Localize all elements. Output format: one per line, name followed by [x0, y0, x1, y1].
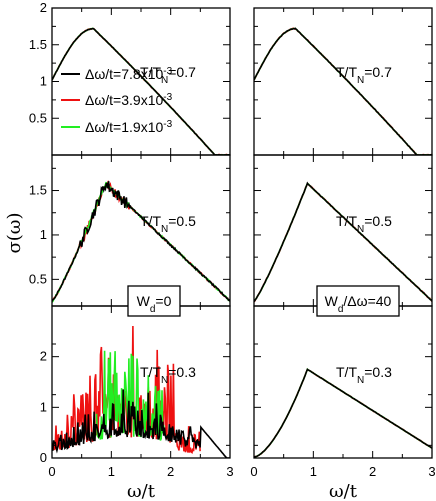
panel-r1-c2 [253, 7, 433, 156]
temperature-label: T/TN=0.7 [140, 64, 196, 86]
series-line-red [254, 368, 432, 458]
legend-label: Δω/t=3.9x10-3 [85, 92, 173, 109]
disorder-box [316, 285, 400, 317]
x-tick-label: 3 [428, 464, 435, 479]
temperature-label: T/TN=0.5 [336, 213, 392, 235]
y-tick-label: 0.5 [29, 110, 47, 125]
temperature-label: T/TN=0.3 [336, 364, 392, 386]
series-line-green [254, 182, 432, 302]
panel-frame [253, 7, 433, 156]
x-tick-label: 2 [369, 464, 376, 479]
temperature-label: T/TN=0.7 [336, 64, 392, 86]
text-layer: 0.5 1 1.5 2 T/TN=0.7 0.5 1 1.5 T/TN=0.5 0 1 2 T/TN=0… [4, 0, 436, 501]
series-line-black [254, 27, 432, 155]
series-line-red [254, 182, 432, 303]
disorder-label: Wd/Δω=40 [325, 293, 392, 315]
x-tick-label: 0 [48, 464, 55, 479]
disorder-label: Wd=0 [137, 293, 172, 315]
x-axis-label: ω/t [127, 481, 156, 501]
y-tick-label: 1 [40, 74, 47, 89]
x-axis-label: ω/t [329, 481, 358, 501]
y-tick-label: 2 [40, 349, 47, 364]
y-tick-label: 0 [40, 450, 47, 465]
series-line-green [254, 367, 432, 458]
panel-r3-c2 [253, 305, 433, 459]
temperature-label: T/TN=0.5 [140, 213, 196, 235]
series-line-black [52, 27, 230, 155]
series-line-red [52, 179, 230, 302]
x-tick-label: 1 [310, 464, 317, 479]
y-tick-label: 0.5 [29, 271, 47, 286]
y-tick-label: 1.5 [29, 37, 47, 52]
x-tick-label: 2 [167, 464, 174, 479]
panel-r3-c1 [51, 305, 231, 459]
series-line-black [254, 181, 432, 303]
panel-frame [253, 305, 433, 459]
panel-r2-c2 [253, 154, 433, 307]
legend-label: Δω/t=7.8x10-3 [85, 66, 173, 83]
temperature-label: T/TN=0.3 [140, 364, 196, 386]
series-line-black [52, 181, 230, 302]
y-tick-label: 1 [40, 399, 47, 414]
y-tick-label: 1.5 [29, 183, 47, 198]
panel-frame [253, 154, 433, 307]
series-line-green [52, 181, 230, 303]
disorder-box [127, 285, 181, 317]
panels [51, 7, 433, 459]
y-tick-label: 1 [40, 227, 47, 242]
legend-label: Δω/t=1.9x10-3 [85, 119, 173, 136]
series-line-black [52, 389, 230, 458]
x-tick-label: 3 [226, 464, 233, 479]
series-line-black [254, 368, 432, 458]
panel-r2-c1 [51, 154, 231, 307]
x-tick-label: 0 [250, 464, 257, 479]
y-tick-label: 2 [40, 0, 47, 15]
series-line-green [254, 27, 432, 155]
panel-frame [51, 154, 231, 307]
y-axis-label: σ(ω) [4, 212, 25, 253]
x-tick-label: 1 [108, 464, 115, 479]
series-line-red [254, 27, 432, 155]
